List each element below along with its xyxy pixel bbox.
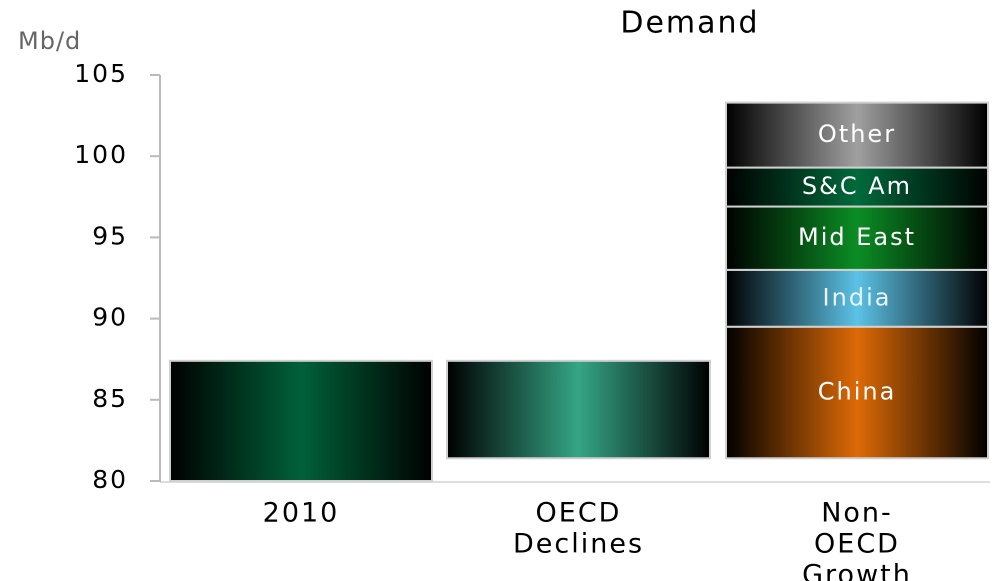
y-tick-label: 105	[74, 59, 128, 88]
y-tick-label: 95	[92, 221, 128, 250]
bar	[169, 359, 433, 483]
x-tick-label: OECD	[536, 498, 622, 529]
segment	[725, 268, 989, 328]
segment-label: Other	[818, 120, 896, 148]
y-tick-label: 100	[74, 140, 128, 169]
x-tick-label: Declines	[513, 529, 644, 560]
x-tick-label: Non-	[821, 498, 893, 529]
segment	[725, 101, 989, 169]
y-axis-label: Mb/d	[18, 27, 81, 55]
segment-label: S&C Am	[802, 172, 912, 200]
chart-title: Demand	[620, 6, 759, 41]
y-tick-label: 80	[92, 465, 128, 494]
x-tick-label: OECD	[814, 529, 900, 560]
segment-label: India	[823, 283, 892, 311]
segment	[725, 325, 989, 460]
segment-label: China	[818, 377, 897, 405]
x-tick-label: Growth	[802, 560, 912, 581]
segment-label: Mid East	[798, 223, 916, 251]
y-tick-label: 85	[92, 384, 128, 413]
x-tick-label: 2010	[263, 498, 340, 529]
bar	[446, 359, 711, 460]
y-tick-label: 90	[92, 303, 128, 332]
segment	[725, 205, 989, 271]
